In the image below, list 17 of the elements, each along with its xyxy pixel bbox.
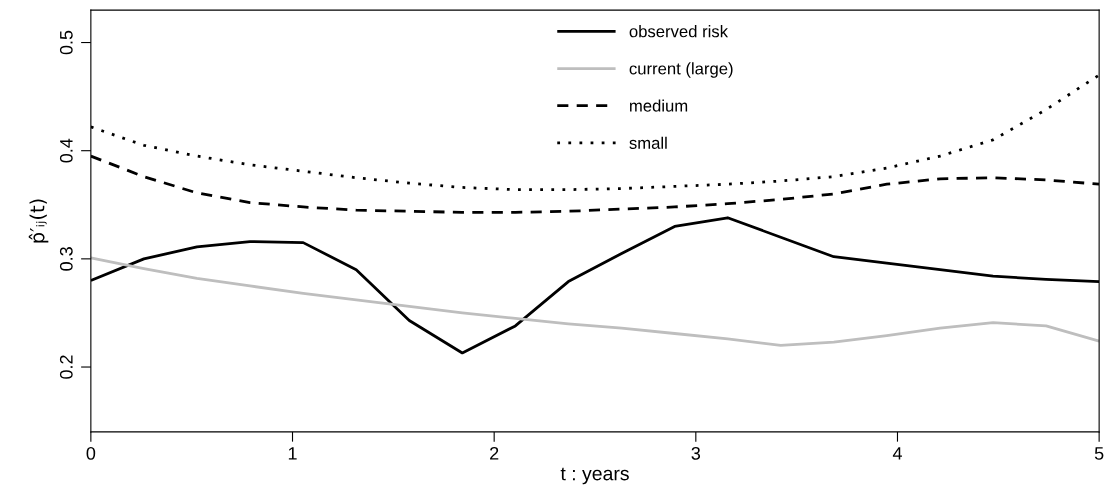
y-tick-label: 0.2 [59,355,73,379]
legend-label: small [629,136,667,149]
x-tick-label: 5 [1094,447,1104,460]
x-tick-label: 1 [288,447,297,460]
y-tick-label: 0.4 [59,138,73,163]
x-tick-label: 4 [892,447,902,460]
y-tick-label: 0.3 [59,247,73,271]
line-series [90,256,1100,347]
x-axis-title: t : years [560,467,629,485]
legend-label: current (large) [629,62,733,78]
x-tick-label: 2 [490,446,499,460]
legend-label: medium [630,99,688,112]
y-tick-label: 0.5 [59,30,73,55]
legend-label: observed risk [629,25,729,38]
y-axis-title: p̂′ᵢⱼ(t) [28,199,49,243]
x-tick-label: 3 [691,446,701,460]
x-tick-label: 0 [86,446,96,460]
